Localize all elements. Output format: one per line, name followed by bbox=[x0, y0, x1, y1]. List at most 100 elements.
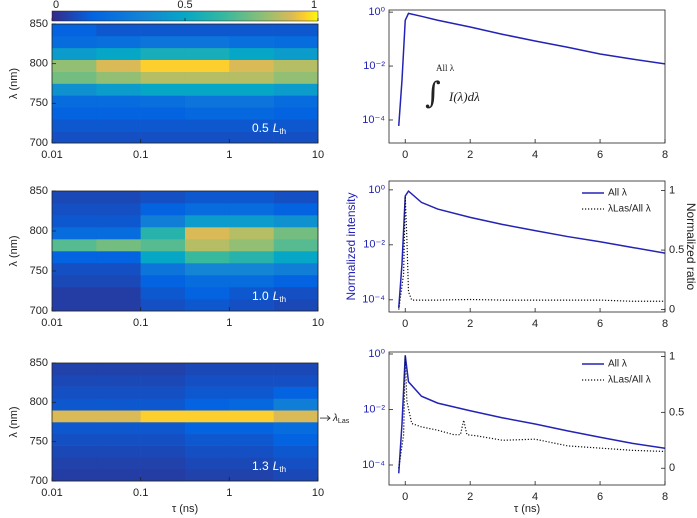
legend-label: All λ bbox=[608, 188, 627, 199]
heatmap-cell bbox=[229, 299, 274, 312]
intensity-line bbox=[397, 355, 665, 474]
heatmap-cell bbox=[140, 71, 186, 84]
panel-label-sub: th bbox=[279, 127, 286, 136]
heatmap-cell bbox=[273, 275, 319, 288]
y2-tick-label: 0 bbox=[669, 462, 675, 474]
heatmap-cell bbox=[273, 410, 319, 423]
heatmap-cell bbox=[184, 215, 230, 228]
heatmap-cell bbox=[229, 410, 274, 423]
lasing-sub: Las bbox=[338, 418, 350, 425]
heatmap-cell bbox=[96, 47, 141, 60]
heatmap-cell bbox=[184, 363, 230, 376]
heatmap-cell bbox=[273, 35, 319, 49]
heatmap-cell bbox=[273, 131, 319, 144]
heatmap-cell bbox=[229, 227, 274, 240]
y-tick-label: 700 bbox=[30, 475, 48, 487]
legend-label: All λ bbox=[608, 359, 627, 370]
heatmap-cell bbox=[229, 131, 274, 144]
heatmap-cell bbox=[273, 215, 319, 228]
heatmap-cell bbox=[140, 215, 186, 228]
lasing-arrow-head bbox=[326, 415, 331, 421]
colorbar-tick-label: 0.5 bbox=[177, 0, 192, 11]
heatmap-cell bbox=[184, 374, 230, 387]
heatmap-cell bbox=[96, 469, 141, 482]
y-tick-label: 800 bbox=[30, 58, 48, 70]
heatmap-cell bbox=[96, 251, 141, 264]
heatmap-cell bbox=[140, 251, 186, 264]
integral-sign: ∫ bbox=[425, 76, 441, 111]
heatmap-cell bbox=[96, 386, 141, 399]
y2-tick-label: 0 bbox=[669, 304, 675, 316]
heatmap-cell bbox=[140, 363, 186, 376]
heatmap-cell bbox=[184, 83, 230, 96]
intensity-line bbox=[397, 189, 665, 309]
colorbar-tick-label: 0 bbox=[53, 0, 59, 11]
heatmap-cell bbox=[184, 398, 230, 411]
heatmap-cell bbox=[96, 215, 141, 228]
heatmap-cell bbox=[52, 386, 97, 399]
heatmap-cell bbox=[96, 119, 141, 132]
heatmap-cell bbox=[273, 422, 319, 435]
heatmap-cell bbox=[52, 299, 97, 312]
y-tick-label: 10⁻⁴ bbox=[362, 114, 385, 126]
heatmap-cell bbox=[273, 374, 319, 387]
x-tick-label: 1 bbox=[226, 317, 232, 329]
plot-frame bbox=[51, 362, 319, 482]
y-tick-label: 800 bbox=[30, 396, 48, 408]
panel-label-sub: th bbox=[279, 295, 286, 304]
y-axis-label: λ (nm) bbox=[8, 68, 20, 99]
heatmap-cell bbox=[140, 95, 186, 108]
heatmap-cell bbox=[140, 203, 186, 216]
heatmap-cell bbox=[140, 374, 186, 387]
heatmap-cell bbox=[52, 410, 97, 423]
heatmap-cell bbox=[229, 47, 274, 60]
heatmap-cell bbox=[96, 95, 141, 108]
heatmap-cell bbox=[184, 59, 230, 72]
y-axis-label: λ (nm) bbox=[8, 406, 20, 437]
y-tick-label: 10⁰ bbox=[368, 6, 385, 18]
integrand: I(λ)dλ bbox=[448, 89, 480, 104]
heatmap-cell bbox=[52, 374, 97, 387]
heatmap-cell bbox=[96, 287, 141, 300]
heatmap-cell bbox=[184, 71, 230, 84]
heatmap-cell bbox=[140, 457, 186, 470]
plot-frame bbox=[51, 190, 319, 312]
heatmap-cell bbox=[229, 83, 274, 96]
heatmap-cell bbox=[273, 59, 319, 72]
x-tick-label: 0 bbox=[402, 149, 408, 161]
heatmap-cell bbox=[52, 191, 97, 204]
heatmap-cell bbox=[273, 227, 319, 240]
heatmap-cell bbox=[184, 469, 230, 482]
heatmap-cell bbox=[52, 469, 97, 482]
heatmap-cell bbox=[229, 215, 274, 228]
x-tick-label: 2 bbox=[467, 318, 473, 330]
heatmap-cell bbox=[229, 251, 274, 264]
x-tick-label: 0.01 bbox=[41, 487, 62, 499]
heatmap-cell bbox=[96, 35, 141, 49]
y-tick-label: 10⁰ bbox=[368, 348, 385, 360]
heatmap-cell bbox=[273, 71, 319, 84]
heatmap-cell bbox=[184, 410, 230, 423]
ratio-line bbox=[398, 356, 665, 469]
x-tick-label: 6 bbox=[597, 491, 603, 503]
heatmap-cell bbox=[229, 71, 274, 84]
heatmap-cell bbox=[184, 445, 230, 458]
heatmap-cell bbox=[184, 95, 230, 108]
heatmap-cell bbox=[229, 35, 274, 49]
y-axis-label: Normalized intensity bbox=[344, 192, 358, 300]
heatmap-cell bbox=[52, 422, 97, 435]
y-tick-label: 850 bbox=[30, 185, 48, 197]
heatmap-cell bbox=[96, 433, 141, 446]
heatmap-cell bbox=[140, 59, 186, 72]
heatmap-cell bbox=[184, 35, 230, 49]
heatmap-cell bbox=[140, 24, 186, 37]
heatmap-cell bbox=[184, 47, 230, 60]
heatmap-cell bbox=[96, 299, 141, 312]
heatmap-cell bbox=[184, 299, 230, 312]
heatmap-cell bbox=[140, 239, 186, 252]
integral-limit: All λ bbox=[436, 63, 455, 73]
heatmap-cell bbox=[52, 107, 97, 120]
heatmap-cell bbox=[140, 227, 186, 240]
heatmap-cell bbox=[273, 83, 319, 96]
heatmap-cell bbox=[140, 47, 186, 60]
